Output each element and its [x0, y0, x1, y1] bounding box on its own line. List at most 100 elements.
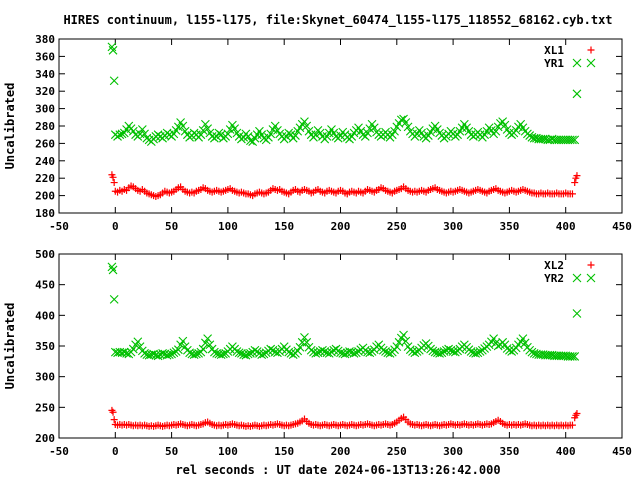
- data-point-YR2: [113, 348, 122, 358]
- data-point-YR2: [401, 336, 411, 346]
- data-point-YR2: [209, 347, 219, 357]
- legend-marker: [586, 58, 596, 68]
- x-tick-label: 350: [499, 220, 519, 233]
- y-tick-label: 200: [35, 190, 55, 203]
- data-point-YR2: [214, 349, 224, 359]
- x-tick-label: 50: [165, 220, 178, 233]
- x-axis-label: rel seconds : UT date 2024-06-13T13:26:4…: [175, 463, 500, 477]
- x-tick-label: 250: [387, 445, 407, 458]
- chart-panels: 180 200 220 240 260 280 300 320 340 360 380 -50 0 50 1…: [3, 33, 632, 458]
- x-tick-label: 0: [112, 220, 119, 233]
- data-point-YR1: [109, 76, 119, 86]
- x-tick-label: 350: [499, 445, 519, 458]
- data-point-YR1: [140, 129, 149, 139]
- data-point-YR2: [399, 330, 408, 340]
- data-point-YR2: [568, 352, 577, 361]
- data-point-YR2: [565, 352, 575, 361]
- data-point-YR2: [108, 265, 118, 275]
- data-point-YR1: [390, 126, 399, 136]
- data-point-YR2: [142, 350, 152, 359]
- data-point-YR1: [270, 121, 280, 131]
- data-point-XL1: [568, 190, 576, 198]
- y-tick-label: 350: [35, 340, 55, 353]
- data-point-XL1: [573, 172, 581, 180]
- data-point-YR2: [286, 348, 296, 358]
- data-point-YR1: [203, 124, 213, 133]
- data-point-YR2: [320, 347, 330, 356]
- data-point-YR1: [198, 125, 208, 135]
- data-point-YR2: [119, 347, 129, 357]
- y-tick-label: 220: [35, 172, 55, 185]
- data-point-YR2: [428, 346, 438, 356]
- data-point-XL1: [571, 179, 579, 187]
- data-point-YR2: [570, 352, 580, 361]
- data-point-YR2: [110, 347, 120, 357]
- data-point-YR2: [257, 350, 267, 359]
- data-point-YR2: [563, 352, 573, 361]
- data-point-YR1: [545, 135, 555, 145]
- data-point-YR2: [178, 336, 188, 346]
- data-point-YR2: [381, 347, 390, 356]
- data-point-YR1: [554, 135, 564, 145]
- x-tick-label: 150: [274, 220, 294, 233]
- data-point-YR2: [241, 350, 251, 360]
- data-point-YR1: [266, 129, 276, 139]
- data-point-YR2: [572, 309, 582, 318]
- y-axis-label: Uncalibrated: [3, 303, 17, 390]
- data-point-YR1: [223, 129, 233, 139]
- legend-marker: [587, 261, 595, 269]
- legend-marker: [587, 46, 595, 54]
- chart-panel-1: 180 200 220 240 260 280 300 320 340 360 380 -50 0 50 1…: [3, 33, 632, 233]
- data-point-YR1: [534, 134, 544, 144]
- legend-label-XL1: XL1: [544, 44, 564, 57]
- series-XL2: [108, 406, 581, 430]
- y-tick-label: 300: [35, 371, 55, 384]
- data-point-YR1: [311, 130, 321, 140]
- data-point-YR2: [295, 342, 305, 352]
- data-point-YR1: [115, 130, 125, 140]
- data-point-YR1: [491, 126, 501, 136]
- data-point-YR1: [200, 119, 210, 129]
- data-point-YR2: [444, 344, 453, 354]
- data-point-YR2: [297, 337, 307, 347]
- data-point-YR2: [378, 345, 388, 355]
- data-point-YR1: [565, 135, 575, 145]
- data-point-YR2: [552, 351, 562, 361]
- legend-marker-XL2: [587, 261, 595, 269]
- data-point-YR1: [363, 128, 372, 138]
- data-point-YR1: [556, 135, 566, 145]
- plot-frame: [58, 253, 623, 439]
- y-tick-label: 360: [35, 50, 55, 63]
- data-point-YR1: [178, 121, 188, 131]
- data-point-XL1: [110, 179, 118, 187]
- data-point-YR2: [109, 294, 119, 304]
- data-point-YR2: [527, 347, 537, 357]
- data-point-YR2: [232, 347, 242, 356]
- x-tick-label: 200: [331, 445, 351, 458]
- y-tick-label: 340: [35, 68, 55, 81]
- data-point-YR2: [243, 349, 253, 359]
- y-tick-label: 260: [35, 137, 55, 150]
- y-tick-label: 250: [35, 401, 55, 414]
- data-point-YR2: [410, 348, 420, 358]
- y-tick-label: 320: [35, 85, 55, 98]
- data-point-YR2: [475, 347, 485, 356]
- data-point-YR1: [561, 135, 571, 145]
- data-point-XL2: [110, 416, 118, 424]
- y-tick-label: 280: [35, 120, 55, 133]
- legend-marker: [586, 273, 596, 283]
- data-point-YR2: [203, 334, 213, 344]
- data-point-YR1: [302, 121, 312, 131]
- x-tick-label: 400: [556, 220, 576, 233]
- data-point-YR2: [107, 262, 117, 272]
- data-point-YR1: [572, 89, 582, 99]
- data-point-YR2: [543, 350, 553, 360]
- data-point-YR2: [234, 348, 244, 358]
- data-point-YR2: [164, 350, 174, 359]
- data-point-YR2: [246, 348, 255, 358]
- data-point-YR1: [135, 129, 145, 139]
- y-tick-label: 380: [35, 33, 55, 46]
- data-point-YR1: [552, 135, 562, 145]
- data-point-YR1: [137, 125, 147, 134]
- x-tick-label: 200: [331, 220, 351, 233]
